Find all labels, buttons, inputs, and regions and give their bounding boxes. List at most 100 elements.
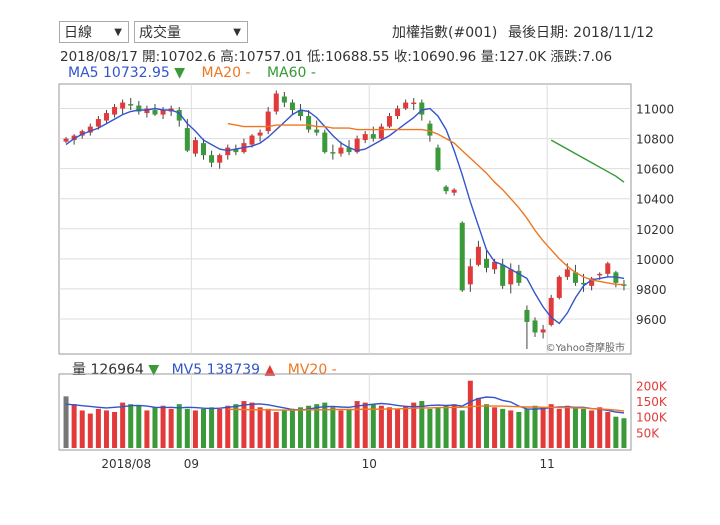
indicator-select[interactable]: 成交量 ▼: [134, 21, 248, 43]
candle-body: [370, 134, 376, 139]
candle-body: [330, 152, 336, 154]
volume-bar: [160, 405, 166, 448]
volume-bar: [597, 407, 603, 448]
candle-body: [556, 276, 562, 298]
period-select[interactable]: 日線 ▼: [59, 21, 129, 43]
candle-body: [540, 329, 546, 333]
candle-body: [451, 189, 457, 193]
candle-body: [500, 264, 506, 286]
candle-body: [249, 135, 255, 145]
candle-body: [427, 123, 433, 136]
candle-body: [475, 246, 481, 265]
candle-body: [306, 116, 312, 130]
volume-bar: [128, 404, 134, 448]
candle-body: [289, 102, 295, 111]
volume-tick-label: 50K: [636, 426, 660, 440]
candle-body: [225, 147, 231, 156]
quote-line: 2018/08/17 開:10702.6 高:10757.01 低:10688.…: [60, 45, 612, 65]
volume-bar: [281, 410, 287, 448]
volume-panel-frame: [58, 373, 632, 451]
candle-body: [492, 261, 498, 270]
ma5-down-arrow-icon: ▼: [174, 65, 186, 81]
chart-title: 加權指數(#001): [392, 25, 498, 41]
candle-body: [273, 93, 279, 112]
volume-bar: [524, 408, 530, 448]
volume-bar: [500, 408, 506, 448]
candle-body: [395, 108, 401, 117]
volume-bar: [435, 407, 441, 448]
candle-body: [613, 272, 619, 283]
candle-body: [200, 143, 207, 156]
candle-body: [516, 270, 522, 283]
volume-bar: [483, 404, 490, 448]
candle-body: [136, 105, 142, 112]
volume-bar: [419, 401, 425, 448]
ma20-line: [227, 122, 624, 286]
price-tick-label: 9600: [636, 313, 667, 327]
mv20-line: [227, 405, 625, 412]
candle-body: [589, 278, 595, 286]
candle-body: [63, 138, 69, 142]
candle-body: [378, 126, 384, 139]
indicator-value: 成交量: [139, 25, 181, 41]
chevron-down-icon: ▼: [233, 27, 241, 38]
volume-bar: [605, 412, 611, 448]
volume-bar: [225, 405, 231, 448]
candle-body: [362, 134, 368, 141]
price-tick-label: 10000: [636, 253, 674, 267]
volume-bar: [87, 413, 93, 448]
volume-bar: [217, 408, 223, 448]
candle-body: [346, 147, 352, 153]
candle-body: [79, 131, 85, 136]
volume-tick-label: 100K: [636, 411, 668, 425]
ma-legend: MA5 10732.95 ▼ MA20 - MA60 -: [68, 65, 316, 81]
x-tick-label: 2018/08: [101, 457, 151, 471]
candle-body: [467, 266, 473, 285]
x-tick-label: 09: [184, 457, 199, 471]
candle-body: [621, 284, 627, 286]
candle-body: [581, 282, 587, 285]
volume-bar: [330, 407, 336, 448]
volume-bar: [95, 408, 101, 448]
volume-bar: [120, 402, 126, 448]
candle-body: [112, 107, 118, 115]
volume-bar: [403, 405, 409, 448]
candle-body: [87, 126, 93, 133]
volume-bar: [411, 402, 417, 448]
ma60-line: [550, 139, 625, 183]
volume-bar: [338, 410, 344, 448]
volume-bar: [362, 402, 368, 448]
candle-body: [483, 258, 490, 268]
mv5-up-arrow-icon: ▲: [264, 362, 276, 378]
volume-bar: [63, 396, 69, 448]
volume-bar: [192, 410, 198, 448]
volume-bar: [443, 405, 449, 448]
volume-bar: [265, 408, 271, 448]
volume-bar: [516, 412, 522, 448]
watermark: ©Yahoo奇摩股市: [546, 341, 625, 354]
quote-low: 低:10688.55: [307, 49, 390, 65]
candle-body: [209, 155, 215, 163]
candle-body: [532, 320, 538, 333]
volume-bar: [492, 407, 498, 448]
candle-body: [128, 104, 134, 106]
volume-bar: [475, 397, 481, 448]
price-tick-label: 11000: [636, 103, 674, 117]
candle-body: [386, 116, 392, 127]
ma20-label: MA20 -: [201, 65, 251, 81]
volume-bar: [306, 405, 312, 448]
volume-bar: [233, 404, 239, 448]
volume-bar: [273, 412, 279, 448]
candle-body: [233, 149, 239, 153]
volume-bar: [152, 407, 158, 448]
volume-bar: [112, 412, 118, 448]
volume-bar: [378, 405, 384, 448]
volume-tick-label: 150K: [636, 395, 668, 409]
price-tick-label: 10800: [636, 133, 674, 147]
volume-tick-label: 200K: [636, 379, 668, 393]
ma5-line: [65, 107, 625, 325]
volume-bar: [540, 407, 546, 448]
candle-body: [152, 110, 158, 115]
candle-body: [597, 273, 603, 276]
candle-body: [572, 272, 578, 283]
